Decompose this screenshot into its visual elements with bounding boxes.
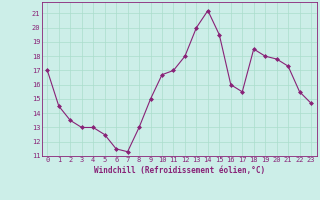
X-axis label: Windchill (Refroidissement éolien,°C): Windchill (Refroidissement éolien,°C): [94, 166, 265, 175]
